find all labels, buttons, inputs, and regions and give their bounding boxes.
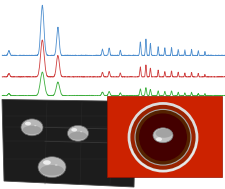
Ellipse shape (25, 122, 31, 125)
Ellipse shape (34, 125, 36, 126)
Circle shape (139, 113, 187, 161)
Ellipse shape (155, 129, 173, 138)
Ellipse shape (38, 157, 66, 177)
Ellipse shape (21, 119, 43, 136)
Ellipse shape (55, 164, 58, 166)
Circle shape (129, 103, 197, 171)
Ellipse shape (43, 160, 51, 165)
Ellipse shape (68, 125, 88, 141)
Ellipse shape (40, 165, 64, 175)
Ellipse shape (23, 126, 41, 134)
Polygon shape (2, 99, 136, 187)
Ellipse shape (71, 128, 77, 132)
Ellipse shape (156, 137, 162, 141)
Circle shape (135, 109, 191, 165)
Ellipse shape (80, 131, 82, 132)
Bar (107, 97, 222, 177)
Ellipse shape (153, 128, 173, 143)
Ellipse shape (69, 132, 87, 140)
